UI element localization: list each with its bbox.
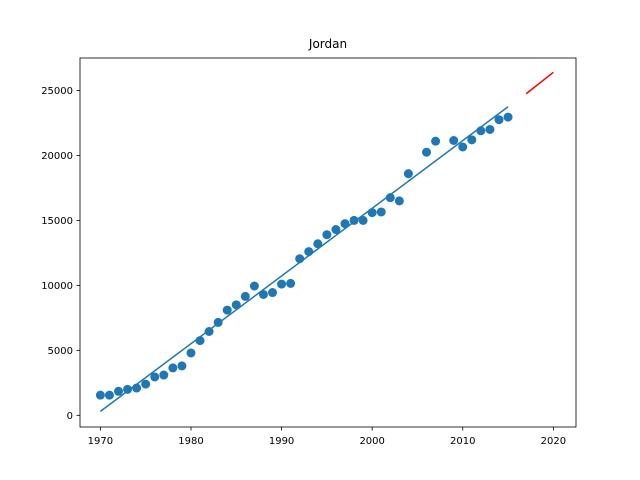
data-point: [150, 372, 160, 382]
data-point: [367, 208, 377, 218]
data-point: [403, 169, 413, 179]
trend-line: [99, 106, 509, 413]
data-point: [331, 225, 341, 235]
data-point: [141, 379, 151, 389]
data-point: [286, 278, 296, 288]
data-point: [313, 239, 323, 249]
data-point: [258, 289, 268, 299]
data-point: [449, 136, 459, 146]
data-point: [431, 136, 441, 146]
data-point: [231, 300, 241, 310]
data-point: [467, 135, 477, 145]
data-point: [340, 219, 350, 229]
data-point: [277, 279, 287, 289]
x-tick-label: 2000: [359, 436, 384, 447]
data-point: [177, 361, 187, 371]
data-point: [222, 305, 232, 315]
data-point: [422, 147, 432, 157]
x-tick-label: 2020: [541, 436, 566, 447]
data-point: [358, 215, 368, 225]
series-layer: [95, 71, 554, 413]
data-point: [458, 142, 468, 152]
data-point: [114, 386, 124, 396]
y-tick-label: 15000: [41, 216, 73, 227]
data-point: [394, 196, 404, 206]
data-point: [123, 384, 133, 394]
x-tick-label: 1970: [88, 436, 113, 447]
y-axis: 0 5000 10000 15000 20000 25000: [41, 86, 80, 422]
data-point: [385, 193, 395, 203]
data-point: [186, 348, 196, 358]
x-tick-label: 1990: [269, 436, 294, 447]
data-point: [503, 112, 513, 122]
data-point: [494, 115, 504, 125]
data-point: [249, 281, 259, 291]
y-tick-label: 10000: [41, 281, 73, 292]
data-point: [240, 291, 250, 301]
data-point: [95, 390, 105, 400]
chart-title: Jordan: [308, 37, 347, 51]
data-point: [159, 370, 169, 380]
data-point: [168, 363, 178, 373]
projection-line: [525, 71, 554, 95]
data-point: [268, 288, 278, 298]
x-axis: 1970 1980 1990 2000 2010 2020: [88, 427, 566, 447]
data-point: [376, 207, 386, 217]
data-point: [485, 124, 495, 134]
x-tick-label: 2010: [450, 436, 475, 447]
plot-frame: [79, 57, 577, 428]
y-tick-label: 5000: [48, 346, 73, 357]
x-tick-label: 1980: [178, 436, 203, 447]
data-point: [104, 390, 114, 400]
y-tick-label: 0: [67, 411, 73, 422]
y-tick-label: 20000: [41, 151, 73, 162]
data-point: [322, 230, 332, 240]
y-tick-label: 25000: [41, 86, 73, 97]
